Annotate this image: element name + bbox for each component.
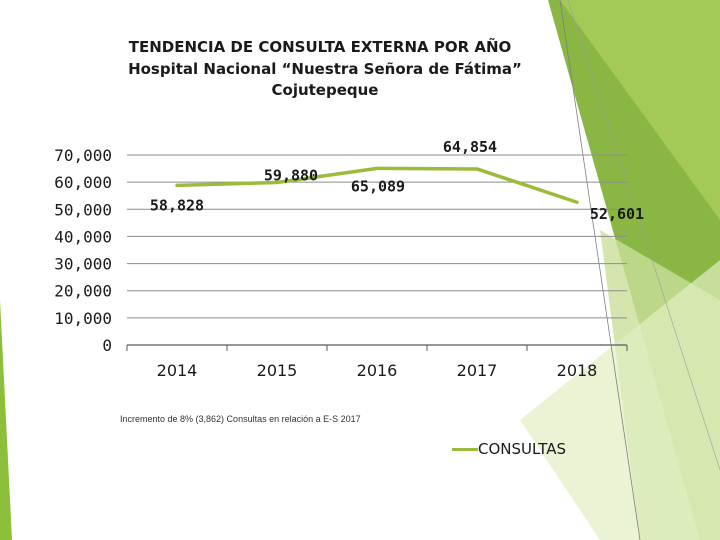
y-tick-label: 70,000 bbox=[54, 146, 112, 165]
data-point bbox=[475, 167, 479, 171]
y-tick-label: 30,000 bbox=[54, 255, 112, 274]
data-label: 65,089 bbox=[351, 177, 405, 195]
y-tick-label: 60,000 bbox=[54, 173, 112, 192]
data-point bbox=[175, 183, 179, 187]
legend: CONSULTAS bbox=[452, 440, 566, 458]
x-tick-label: 2018 bbox=[557, 361, 598, 380]
chart-subtitle-hospital: Hospital Nacional “Nuestra Señora de Fát… bbox=[128, 60, 522, 78]
chart-subtitle-city: Cojutepeque bbox=[271, 81, 379, 99]
x-tick-label: 2017 bbox=[457, 361, 498, 380]
increment-note: Incremento de 8% (3,862) Consultas en re… bbox=[120, 414, 361, 424]
facet-thin-line-2 bbox=[567, 0, 720, 471]
facet-left-strip bbox=[0, 300, 12, 540]
facet-thin-line bbox=[559, 0, 641, 540]
data-point bbox=[375, 166, 379, 170]
x-tick-label: 2015 bbox=[257, 361, 298, 380]
y-tick-label: 20,000 bbox=[54, 282, 112, 301]
data-label: 58,828 bbox=[150, 196, 204, 214]
y-tick-label: 50,000 bbox=[54, 200, 112, 219]
data-label: 52,601 bbox=[590, 205, 644, 223]
x-tick-label: 2016 bbox=[357, 361, 398, 380]
data-label: 59,880 bbox=[264, 166, 318, 184]
facet-pale-bottom bbox=[520, 260, 720, 540]
chart-title: TENDENCIA DE CONSULTA EXTERNA POR AÑO bbox=[128, 38, 512, 56]
data-point bbox=[275, 180, 279, 184]
x-tick-label: 2014 bbox=[157, 361, 198, 380]
y-tick-label: 10,000 bbox=[54, 309, 112, 328]
legend-label: CONSULTAS bbox=[478, 440, 567, 458]
data-label: 64,854 bbox=[443, 138, 497, 156]
facet-mid-right bbox=[560, 0, 720, 220]
legend-swatch bbox=[452, 447, 478, 451]
data-point bbox=[575, 200, 579, 204]
y-tick-label: 0 bbox=[102, 336, 112, 355]
y-tick-label: 40,000 bbox=[54, 227, 112, 246]
